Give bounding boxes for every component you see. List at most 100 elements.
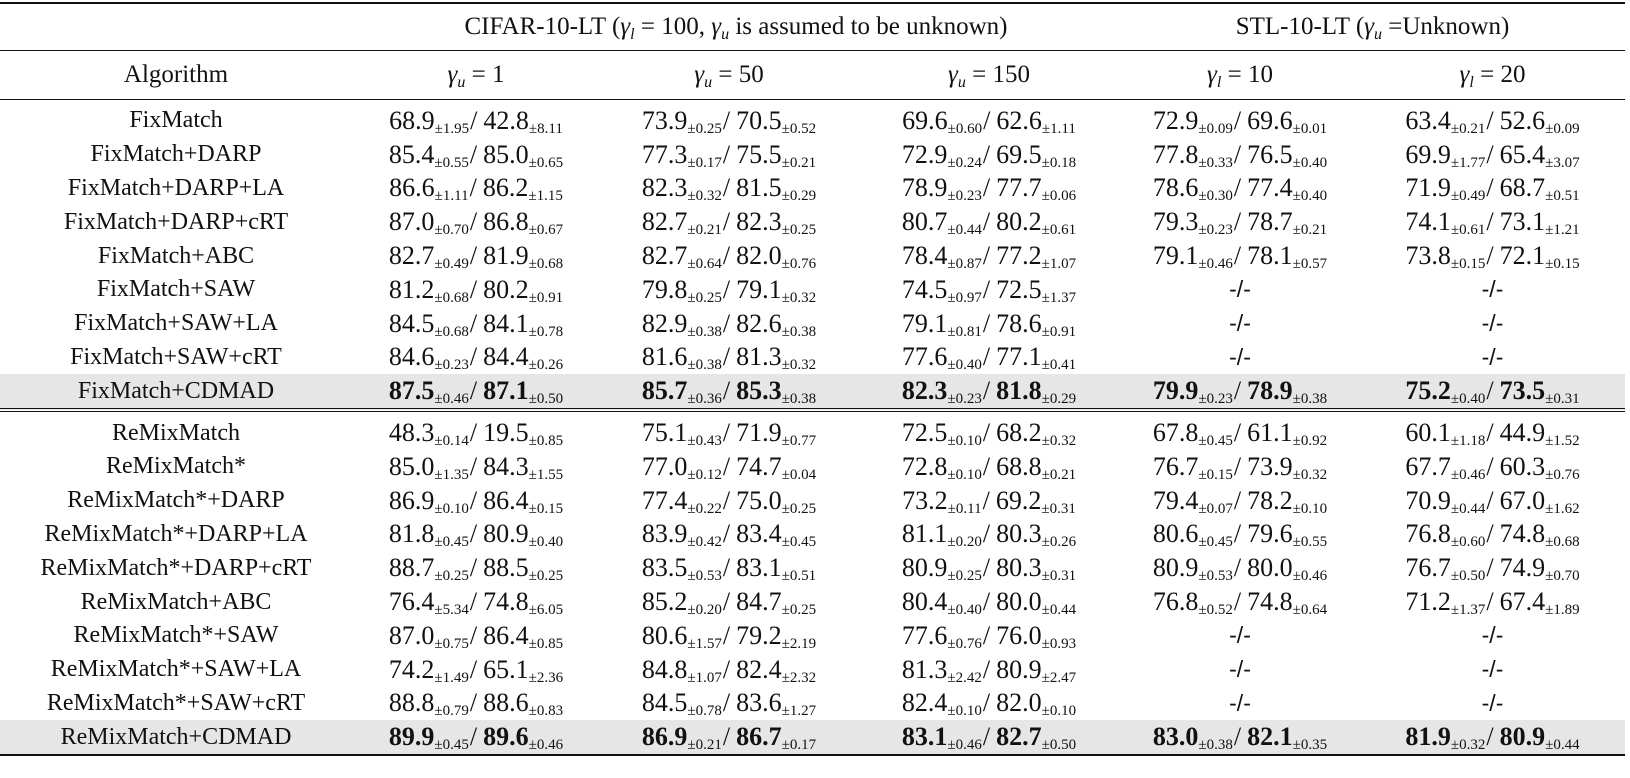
top1-accuracy: 76.8 xyxy=(1405,519,1451,549)
group-header-stl: STL-10-LT (γu =Unknown) xyxy=(1120,3,1625,51)
balanced-std: ±0.50 xyxy=(1041,737,1077,754)
result-cell: -/- xyxy=(1481,656,1504,683)
result-cell: 82.7±0.64/82.0±0.76 xyxy=(600,239,858,273)
result-cell: -/- xyxy=(1229,689,1251,716)
result-cell: 83.9±0.42/83.4±0.45 xyxy=(600,518,858,552)
gamma-subscript: u xyxy=(721,26,730,43)
balanced-accuracy: 75.5 xyxy=(736,139,782,169)
table-row: ReMixMatch*+SAW+LA 74.2±1.49/65.1±2.36 84.… xyxy=(0,653,1625,687)
balanced-accuracy: 61.1 xyxy=(1247,418,1293,448)
top1-std: ±0.53 xyxy=(1198,568,1233,585)
table-row: FixMatch 68.9±1.95/42.8±8.11 73.9±0.25/70.… xyxy=(0,100,1625,138)
column-header: γu = 150 xyxy=(858,51,1120,100)
top1-std: ±0.21 xyxy=(1450,120,1486,137)
separator: / xyxy=(1486,587,1494,617)
balanced-accuracy: 84.4 xyxy=(483,342,529,372)
balanced-std: ±0.52 xyxy=(781,120,817,137)
balanced-accuracy: 81.5 xyxy=(736,173,782,203)
separator: / xyxy=(1233,241,1242,271)
gamma-symbol: γ xyxy=(711,13,722,40)
gamma-subscript: u xyxy=(457,74,466,91)
separator: / xyxy=(1233,587,1242,617)
separator: / xyxy=(1486,241,1494,271)
balanced-std: ±1.07 xyxy=(1041,256,1077,273)
balanced-accuracy: 72.1 xyxy=(1499,241,1546,271)
separator: / xyxy=(982,139,991,169)
separator: / xyxy=(1486,376,1494,406)
result-cell: 83.5±0.53/83.1±0.51 xyxy=(600,551,858,585)
separator: / xyxy=(722,207,731,237)
top1-accuracy: 82.7 xyxy=(388,241,435,271)
result-cell: -/- xyxy=(1229,656,1251,683)
separator: / xyxy=(722,587,731,617)
table-row: FixMatch+DARP 85.4±0.55/85.0±0.65 77.3±0.1… xyxy=(0,138,1625,172)
balanced-accuracy: 87.1 xyxy=(483,376,529,406)
balanced-std: ±1.21 xyxy=(1545,222,1580,239)
top1-accuracy: 82.7 xyxy=(641,241,688,271)
balanced-std: ±0.70 xyxy=(1545,568,1580,585)
top1-accuracy: 71.2 xyxy=(1405,587,1451,617)
table-row: FixMatch+SAW 81.2±0.68/80.2±0.91 79.8±0.25… xyxy=(0,273,1625,307)
result-cell: 72.9±0.09/69.6±0.01 xyxy=(1120,100,1360,138)
separator: / xyxy=(469,274,478,304)
balanced-std: ±0.01 xyxy=(1292,120,1328,137)
top1-accuracy: 76.8 xyxy=(1152,587,1199,617)
result-cell: 82.3±0.23/81.8±0.29 xyxy=(858,374,1120,411)
gamma-symbol: γ xyxy=(1459,61,1470,88)
balanced-std: ±2.47 xyxy=(1041,669,1077,686)
algorithm-name: FixMatch+SAW+cRT xyxy=(70,343,282,370)
algorithm-name: ReMixMatch xyxy=(112,419,240,446)
balanced-accuracy: 68.2 xyxy=(996,418,1042,448)
balanced-std: ±0.85 xyxy=(528,433,564,450)
gamma-subscript: l xyxy=(630,26,635,43)
algorithm-name: FixMatch+DARP xyxy=(90,141,262,168)
result-cell: 80.6±0.45/79.6±0.55 xyxy=(1120,518,1360,552)
separator: / xyxy=(469,207,478,237)
result-cell: 88.7±0.25/88.5±0.25 xyxy=(352,551,600,585)
top1-std: ±0.44 xyxy=(947,222,982,239)
balanced-accuracy: 86.4 xyxy=(483,485,529,515)
balanced-accuracy: 69.6 xyxy=(1247,105,1293,135)
top1-accuracy: 85.7 xyxy=(641,376,688,406)
top1-std: ±0.21 xyxy=(687,222,722,239)
top1-accuracy: 78.4 xyxy=(901,241,948,271)
separator: / xyxy=(469,519,478,549)
balanced-accuracy: 82.4 xyxy=(736,654,782,684)
separator: / xyxy=(1233,519,1242,549)
top1-accuracy: 84.5 xyxy=(388,308,435,338)
result-cell: 78.6±0.30/77.4±0.40 xyxy=(1120,172,1360,206)
balanced-accuracy: 65.4 xyxy=(1499,139,1546,169)
top1-std: ±0.52 xyxy=(1198,602,1233,619)
result-cell: 68.9±1.95/42.8±8.11 xyxy=(352,100,600,138)
top1-std: ±0.60 xyxy=(1450,534,1486,551)
top1-accuracy: 74.2 xyxy=(388,654,435,684)
balanced-std: ±0.40 xyxy=(528,534,564,551)
top1-std: ±5.34 xyxy=(434,602,469,619)
result-cell: 82.7±0.49/81.9±0.68 xyxy=(352,239,600,273)
top1-accuracy: 84.5 xyxy=(641,688,688,718)
top1-std: ±0.55 xyxy=(434,154,469,171)
top1-accuracy: 75.2 xyxy=(1405,376,1451,406)
result-cell: 86.9±0.21/86.7±0.17 xyxy=(600,720,858,756)
top1-std: ±0.68 xyxy=(434,289,469,306)
result-cell: 76.4±5.34/74.8±6.05 xyxy=(352,585,600,619)
balanced-accuracy: 86.2 xyxy=(482,173,529,203)
result-cell: 78.4±0.87/77.2±1.07 xyxy=(858,239,1120,273)
result-cell: 81.6±0.38/81.3±0.32 xyxy=(600,341,858,375)
result-cell: 79.8±0.25/79.1±0.32 xyxy=(600,273,858,307)
result-cell: 79.3±0.23/78.7±0.21 xyxy=(1120,205,1360,239)
top1-accuracy: 76.4 xyxy=(388,587,435,617)
balanced-std: ±0.65 xyxy=(528,154,564,171)
gamma-subscript: l xyxy=(1469,74,1474,91)
balanced-accuracy: 80.9 xyxy=(1499,722,1546,752)
top1-std: ±0.32 xyxy=(687,188,722,205)
balanced-accuracy: 80.3 xyxy=(996,519,1042,549)
header-text: is assumed to be unknown) xyxy=(729,13,1008,40)
balanced-std: ±2.19 xyxy=(781,635,817,652)
separator: / xyxy=(722,376,731,406)
balanced-std: ±1.55 xyxy=(528,466,564,483)
separator: / xyxy=(722,342,731,372)
result-cell: 71.2±1.37/67.4±1.89 xyxy=(1360,585,1625,619)
top1-std: ±0.40 xyxy=(947,602,982,619)
separator: / xyxy=(1486,139,1494,169)
